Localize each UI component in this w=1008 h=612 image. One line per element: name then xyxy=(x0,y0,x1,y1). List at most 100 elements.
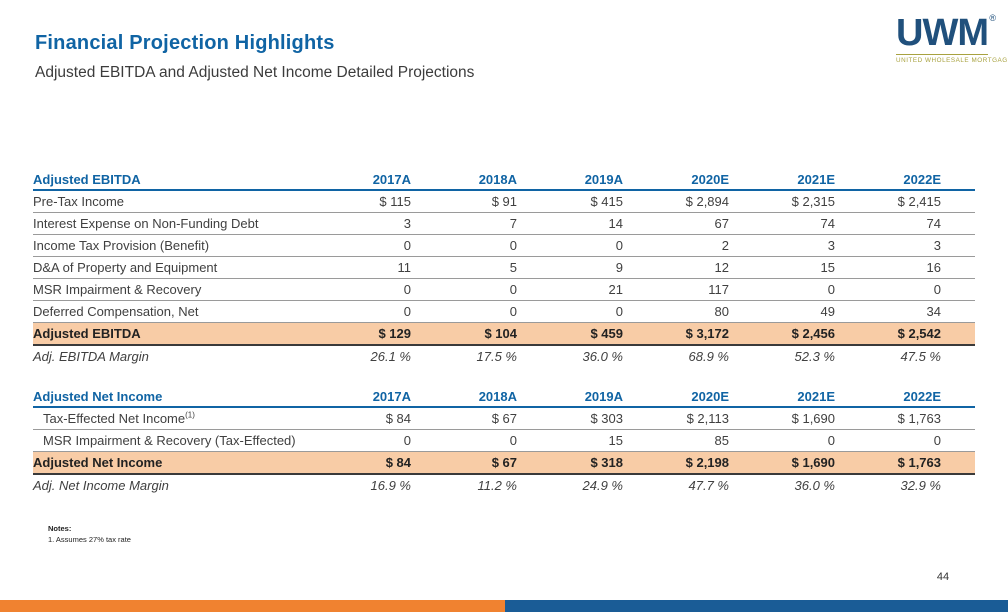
ebitda-header-row: Adjusted EBITDA 2017A 2018A 2019A 2020E … xyxy=(33,171,975,191)
table-cell: $ 84 xyxy=(385,455,411,470)
table-cell: $ 67 xyxy=(491,411,517,426)
table-cell: 9 xyxy=(615,260,623,275)
table-cell: $ 2,894 xyxy=(685,194,729,209)
table-cell: 0 xyxy=(403,282,411,297)
table-cell: 11 xyxy=(397,260,412,275)
table-cell: 12 xyxy=(714,260,729,275)
column-header-2019a: 2019A xyxy=(584,172,623,187)
table-cell: 67 xyxy=(714,216,729,231)
footer-bar-blue xyxy=(505,600,1008,612)
table-row: D&A of Property and Equipment 11 5 9 12 … xyxy=(33,257,975,279)
table-cell: 85 xyxy=(714,433,729,448)
column-header-2021e: 2021E xyxy=(797,172,835,187)
table-cell: 16.9 % xyxy=(370,478,411,493)
table-cell: 5 xyxy=(509,260,517,275)
row-label: MSR Impairment & Recovery (Tax-Effected) xyxy=(43,433,296,448)
row-label: Interest Expense on Non-Funding Debt xyxy=(33,216,259,231)
table-cell: 26.1 % xyxy=(370,349,411,364)
column-header-2019a: 2019A xyxy=(584,389,623,404)
table-cell: 0 xyxy=(615,238,623,253)
column-header-2020e: 2020E xyxy=(691,389,729,404)
table-cell: 74 xyxy=(820,216,835,231)
column-header-2018a: 2018A xyxy=(478,389,517,404)
notes: Notes: 1. Assumes 27% tax rate xyxy=(48,523,131,545)
table-cell: 117 xyxy=(708,282,729,297)
table-cell: 3 xyxy=(827,238,835,253)
column-header-2018a: 2018A xyxy=(478,172,517,187)
table-cell: 0 xyxy=(403,304,411,319)
logo-divider xyxy=(896,54,988,55)
ebitda-table-title: Adjusted EBITDA xyxy=(33,172,141,187)
table-cell: $ 2,315 xyxy=(791,194,835,209)
footer-bar-orange xyxy=(0,600,505,612)
table-row: Interest Expense on Non-Funding Debt 3 7… xyxy=(33,213,975,235)
note-item: 1. Assumes 27% tax rate xyxy=(48,535,131,544)
table-cell: $ 1,690 xyxy=(791,455,835,470)
column-header-2017a: 2017A xyxy=(372,172,411,187)
uwm-logo: UWM ® UNITED WHOLESALE MORTGAGE xyxy=(896,12,1008,64)
row-label: Pre-Tax Income xyxy=(33,194,125,209)
footnote-marker: (1) xyxy=(185,410,195,420)
adjusted-net-income-table: Adjusted Net Income 2017A 2018A 2019A 20… xyxy=(33,388,975,496)
table-cell: 24.9 % xyxy=(582,478,623,493)
table-cell: 32.9 % xyxy=(900,478,941,493)
table-cell: $ 459 xyxy=(590,326,623,341)
table-cell: $ 2,113 xyxy=(686,411,729,426)
table-cell: 47.5 % xyxy=(900,349,941,364)
row-label: Tax-Effected Net Income(1) xyxy=(43,410,195,426)
table-cell: 3 xyxy=(933,238,941,253)
table-cell: $ 3,172 xyxy=(685,326,729,341)
table-cell: 15 xyxy=(608,433,623,448)
table-cell: 0 xyxy=(827,433,835,448)
uwm-logo-text: UWM ® xyxy=(896,12,996,54)
table-cell: $ 1,763 xyxy=(897,455,941,470)
column-header-2022e: 2022E xyxy=(903,389,941,404)
row-label: Adjusted Net Income xyxy=(33,455,163,470)
table-cell: $ 318 xyxy=(590,455,623,470)
row-label: Adj. Net Income Margin xyxy=(33,478,169,493)
registered-trademark-icon: ® xyxy=(989,13,996,23)
table-row: MSR Impairment & Recovery (Tax-Effected)… xyxy=(33,430,975,452)
logo-tagline: UNITED WHOLESALE MORTGAGE xyxy=(896,56,1008,64)
table-cell: $ 2,415 xyxy=(897,194,941,209)
table-cell: 2 xyxy=(721,238,729,253)
table-cell: 47.7 % xyxy=(688,478,729,493)
table-cell: $ 129 xyxy=(378,326,411,341)
row-label: Adj. EBITDA Margin xyxy=(33,349,149,364)
table-cell: 36.0 % xyxy=(794,478,835,493)
table-row: Tax-Effected Net Income(1) $ 84 $ 67 $ 3… xyxy=(33,408,975,430)
table-cell: $ 415 xyxy=(590,194,623,209)
column-header-2021e: 2021E xyxy=(797,389,835,404)
table-cell: $ 1,690 xyxy=(791,411,835,426)
notes-heading: Notes: xyxy=(48,524,72,533)
table-row: Income Tax Provision (Benefit) 0 0 0 2 3… xyxy=(33,235,975,257)
table-cell: 0 xyxy=(509,304,517,319)
table-cell: $ 2,198 xyxy=(685,455,729,470)
column-header-2022e: 2022E xyxy=(903,172,941,187)
table-cell: 0 xyxy=(403,238,411,253)
table-cell: 17.5 % xyxy=(476,349,517,364)
table-cell: $ 84 xyxy=(385,411,411,426)
page-number: 44 xyxy=(936,571,950,583)
table-cell: 0 xyxy=(509,238,517,253)
table-cell: $ 2,456 xyxy=(791,326,835,341)
table-cell: $ 2,542 xyxy=(897,326,941,341)
table-cell: $ 67 xyxy=(491,455,517,470)
table-cell: 80 xyxy=(714,304,729,319)
table-cell: 68.9 % xyxy=(688,349,729,364)
adjusted-ebitda-total-row: Adjusted EBITDA $ 129 $ 104 $ 459 $ 3,17… xyxy=(33,323,975,346)
table-row: Deferred Compensation, Net 0 0 0 80 49 3… xyxy=(33,301,975,323)
row-label: MSR Impairment & Recovery xyxy=(33,282,202,297)
column-header-2020e: 2020E xyxy=(691,172,729,187)
table-cell: 15 xyxy=(820,260,835,275)
net-income-header-row: Adjusted Net Income 2017A 2018A 2019A 20… xyxy=(33,388,975,408)
adjusted-net-income-total-row: Adjusted Net Income $ 84 $ 67 $ 318 $ 2,… xyxy=(33,452,975,475)
row-label: Income Tax Provision (Benefit) xyxy=(33,238,210,253)
table-cell: $ 104 xyxy=(484,326,517,341)
net-income-table-title: Adjusted Net Income xyxy=(33,389,163,404)
table-cell: 0 xyxy=(933,282,941,297)
table-cell: 36.0 % xyxy=(582,349,623,364)
table-cell: 52.3 % xyxy=(794,349,835,364)
table-cell: $ 91 xyxy=(491,194,517,209)
